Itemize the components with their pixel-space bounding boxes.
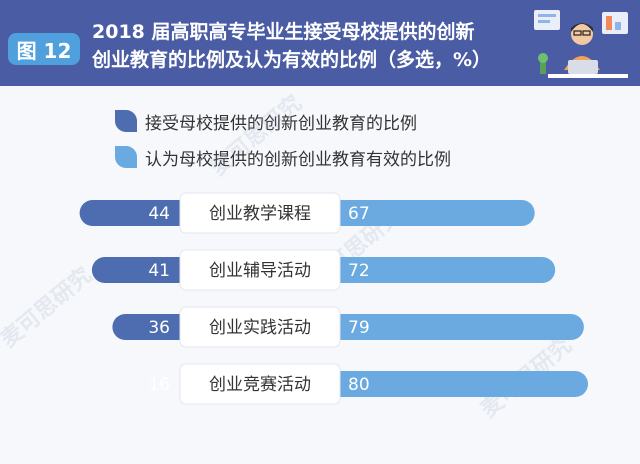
legend-label-received: 接受母校提供的创新创业教育的比例 bbox=[145, 113, 417, 134]
category-label-box bbox=[179, 306, 341, 348]
category-label-box bbox=[179, 192, 341, 234]
bar-effective bbox=[260, 371, 588, 397]
value-label-received: 16 bbox=[148, 375, 170, 395]
legend-item-received: 接受母校提供的创新创业教育的比例 bbox=[115, 107, 451, 135]
figure-badge: 图 12 bbox=[8, 33, 80, 65]
category-label: 创业实践活动 bbox=[209, 318, 311, 338]
value-label-effective: 79 bbox=[348, 318, 370, 338]
chart-title: 2018 届高职高专毕业生接受母校提供的创新 创业教育的比例及认为有效的比例（多… bbox=[92, 18, 522, 74]
value-label-received: 44 bbox=[148, 204, 170, 224]
category-label-box bbox=[179, 249, 341, 291]
category-label: 创业辅导活动 bbox=[209, 261, 311, 281]
header-banner: 图 12 2018 届高职高专毕业生接受母校提供的创新 创业教育的比例及认为有效… bbox=[0, 0, 640, 86]
category-label: 创业教学课程 bbox=[209, 204, 311, 224]
bar-effective bbox=[260, 314, 584, 340]
value-label-received: 36 bbox=[148, 318, 170, 338]
category-label: 创业竞赛活动 bbox=[209, 374, 311, 395]
title-line-2: 创业教育的比例及认为有效的比例（多选，%） bbox=[92, 49, 492, 71]
category-label-box bbox=[179, 363, 341, 405]
legend-label-effective: 认为母校提供的创新创业教育有效的比例 bbox=[145, 149, 451, 170]
value-label-effective: 80 bbox=[348, 375, 370, 395]
chart-legend: 接受母校提供的创新创业教育的比例 认为母校提供的创新创业教育有效的比例 bbox=[115, 107, 451, 179]
legend-swatch-dark bbox=[115, 110, 137, 132]
value-label-effective: 67 bbox=[348, 204, 370, 224]
value-label-effective: 72 bbox=[348, 261, 370, 281]
title-line-1: 2018 届高职高专毕业生接受母校提供的创新 bbox=[92, 21, 475, 43]
legend-item-effective: 认为母校提供的创新创业教育有效的比例 bbox=[115, 143, 451, 171]
watermark-2: 麦可思研究 bbox=[0, 262, 97, 353]
legend-swatch-light bbox=[115, 146, 137, 168]
office-worker-illustration bbox=[534, 10, 628, 78]
value-label-received: 41 bbox=[148, 261, 170, 281]
